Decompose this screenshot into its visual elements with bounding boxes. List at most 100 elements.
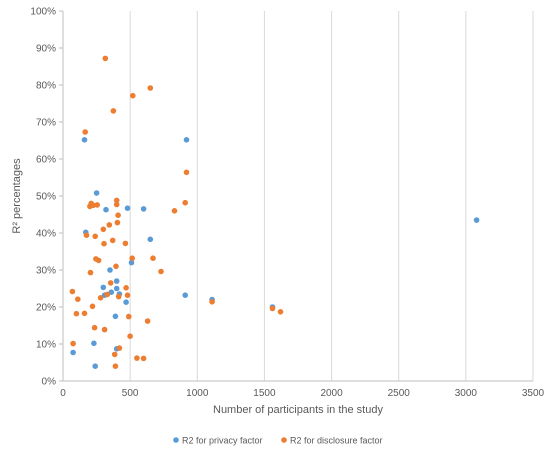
disclosure-point [110,108,117,114]
disclosure-point [73,310,80,317]
disclosure-point [92,233,98,240]
disclosure-point [113,263,119,270]
disclosure-point [101,326,108,333]
legend-item: R2 for privacy factor [173,436,263,446]
x-axis-title: Number of participants in the study [213,404,383,416]
disclosure-point [126,313,132,320]
disclosure-point [114,219,121,226]
privacy-point [147,236,154,243]
legend-label: R2 for privacy factor [182,436,263,446]
gridlines [129,11,534,381]
y-tick-label: 90% [36,44,56,55]
disclosure-point [209,299,215,305]
privacy-point [182,292,188,299]
disclosure-point [75,296,81,303]
privacy-point [70,349,76,356]
y-tick-label: 50% [36,192,56,203]
privacy-point [124,205,131,211]
disclosure-factor-series [69,55,284,370]
disclosure-point [127,333,133,340]
disclosure-point [183,169,190,176]
x-tick-label: 3000 [455,388,478,399]
legend-marker [173,437,179,443]
disclosure-point [70,340,76,347]
y-tick-label: 80% [36,81,56,92]
disclosure-point [115,293,122,300]
disclosure-point [69,288,76,295]
disclosure-point [150,255,156,261]
disclosure-point [100,226,107,233]
disclosure-point [95,257,102,264]
y-tick-label: 40% [36,229,56,240]
privacy-point [91,340,97,347]
x-tick-label: 500 [122,388,139,399]
y-tick-label: 100% [30,7,56,18]
disclosure-point [123,285,129,291]
x-tick-label: 1000 [186,388,209,399]
disclosure-point [113,197,120,204]
disclosure-point [140,355,147,362]
disclosure-point [113,201,120,208]
disclosure-point [94,202,100,208]
disclosure-point [144,318,151,324]
y-tick-label: 70% [36,118,56,129]
y-tick-labels: 0% 10% 20% 30% 40% 50% 60% 70% 80% 90% 100% [30,7,56,388]
privacy-point [123,299,129,306]
x-tick-labels: 0 500 1000 1500 2000 2500 3000 3500 [60,388,544,399]
disclosure-point [87,269,94,276]
disclosure-point [124,292,131,299]
privacy-point [103,206,109,213]
disclosure-point [109,237,116,244]
disclosure-point [116,345,123,351]
data-points [69,55,480,370]
legend-item: R2 for disclosure factor [281,436,383,446]
privacy-point [112,313,119,320]
disclosure-point [115,212,121,218]
disclosure-point [104,291,111,298]
privacy-point [113,285,120,292]
axes [59,10,533,382]
disclosure-point [107,280,114,286]
y-tick-label: 10% [36,340,56,351]
disclosure-point [101,240,107,247]
x-tick-label: 1500 [253,388,276,399]
disclosure-point [102,55,109,62]
disclosure-point [81,310,88,317]
x-tick-label: 3500 [522,388,545,399]
disclosure-point [82,129,88,135]
x-tick-label: 2000 [320,388,343,399]
disclosure-point [106,222,113,228]
y-tick-label: 0% [42,377,57,388]
disclosure-point [269,305,276,312]
privacy-point [100,284,107,291]
disclosure-point [89,303,96,310]
privacy-point [81,137,88,143]
x-tick-label: 2500 [388,388,411,399]
legend: R2 for privacy factor R2 for disclosure f… [173,436,383,446]
privacy-point [113,278,120,284]
legend-label: R2 for disclosure factor [290,436,383,446]
disclosure-point [147,85,154,91]
disclosure-point [130,92,136,99]
disclosure-point [277,309,284,315]
privacy-point [93,190,100,196]
privacy-point [183,137,190,143]
disclosure-point [171,208,178,214]
disclosure-point [91,324,98,331]
y-tick-label: 30% [36,266,56,277]
privacy-point [107,267,113,273]
legend-marker [281,437,287,443]
privacy-point [92,363,98,370]
y-tick-label: 60% [36,155,56,166]
disclosure-point [134,355,140,361]
disclosure-point [182,199,188,206]
disclosure-point [129,255,135,261]
y-tick-label: 20% [36,303,56,314]
disclosure-point [83,232,90,238]
disclosure-point [158,268,164,275]
y-axis-title: R² percentages [11,158,23,234]
privacy-point [473,217,480,223]
privacy-point [128,259,135,266]
